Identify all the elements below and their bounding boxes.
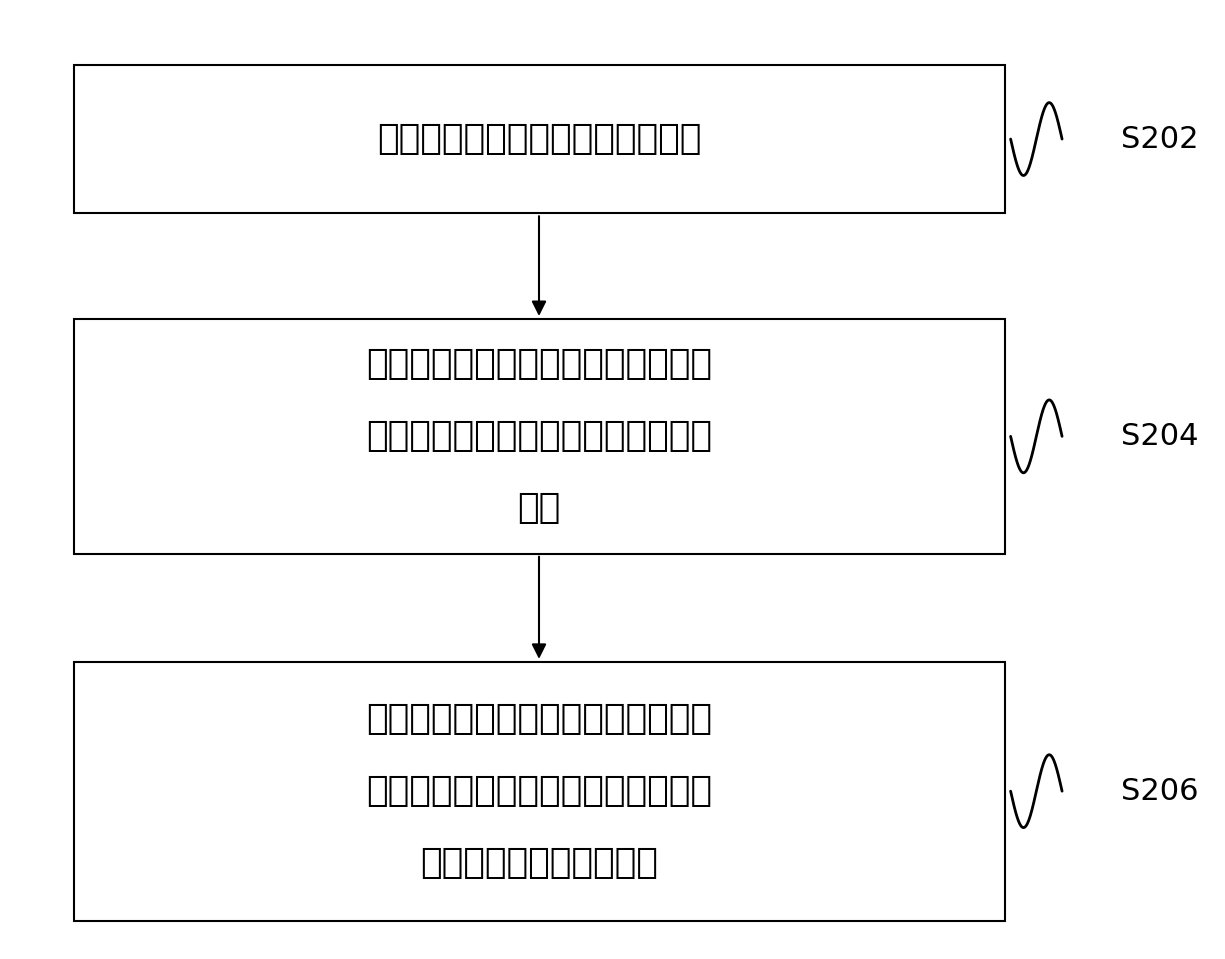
FancyBboxPatch shape <box>74 64 1004 214</box>
Text: 根据区块链网络中每个能源的区块链: 根据区块链网络中每个能源的区块链 <box>366 702 712 737</box>
Text: S206: S206 <box>1121 777 1198 806</box>
Text: 能交易数据进行结算处理: 能交易数据进行结算处理 <box>420 846 658 880</box>
Text: 加到区块链网络中对应的能源的区块: 加到区块链网络中对应的能源的区块 <box>366 419 712 454</box>
Text: 链上: 链上 <box>517 491 561 526</box>
Text: 上记录的区块链数据对每个能源的电: 上记录的区块链数据对每个能源的电 <box>366 774 712 808</box>
Text: 将电能交易数据封装为数据包，并添: 将电能交易数据封装为数据包，并添 <box>366 347 712 382</box>
Text: S202: S202 <box>1121 125 1198 153</box>
FancyBboxPatch shape <box>74 318 1004 553</box>
Text: S204: S204 <box>1121 422 1198 451</box>
Text: 获取至少一个能源的电能交易数据: 获取至少一个能源的电能交易数据 <box>377 122 701 156</box>
FancyBboxPatch shape <box>74 662 1004 921</box>
